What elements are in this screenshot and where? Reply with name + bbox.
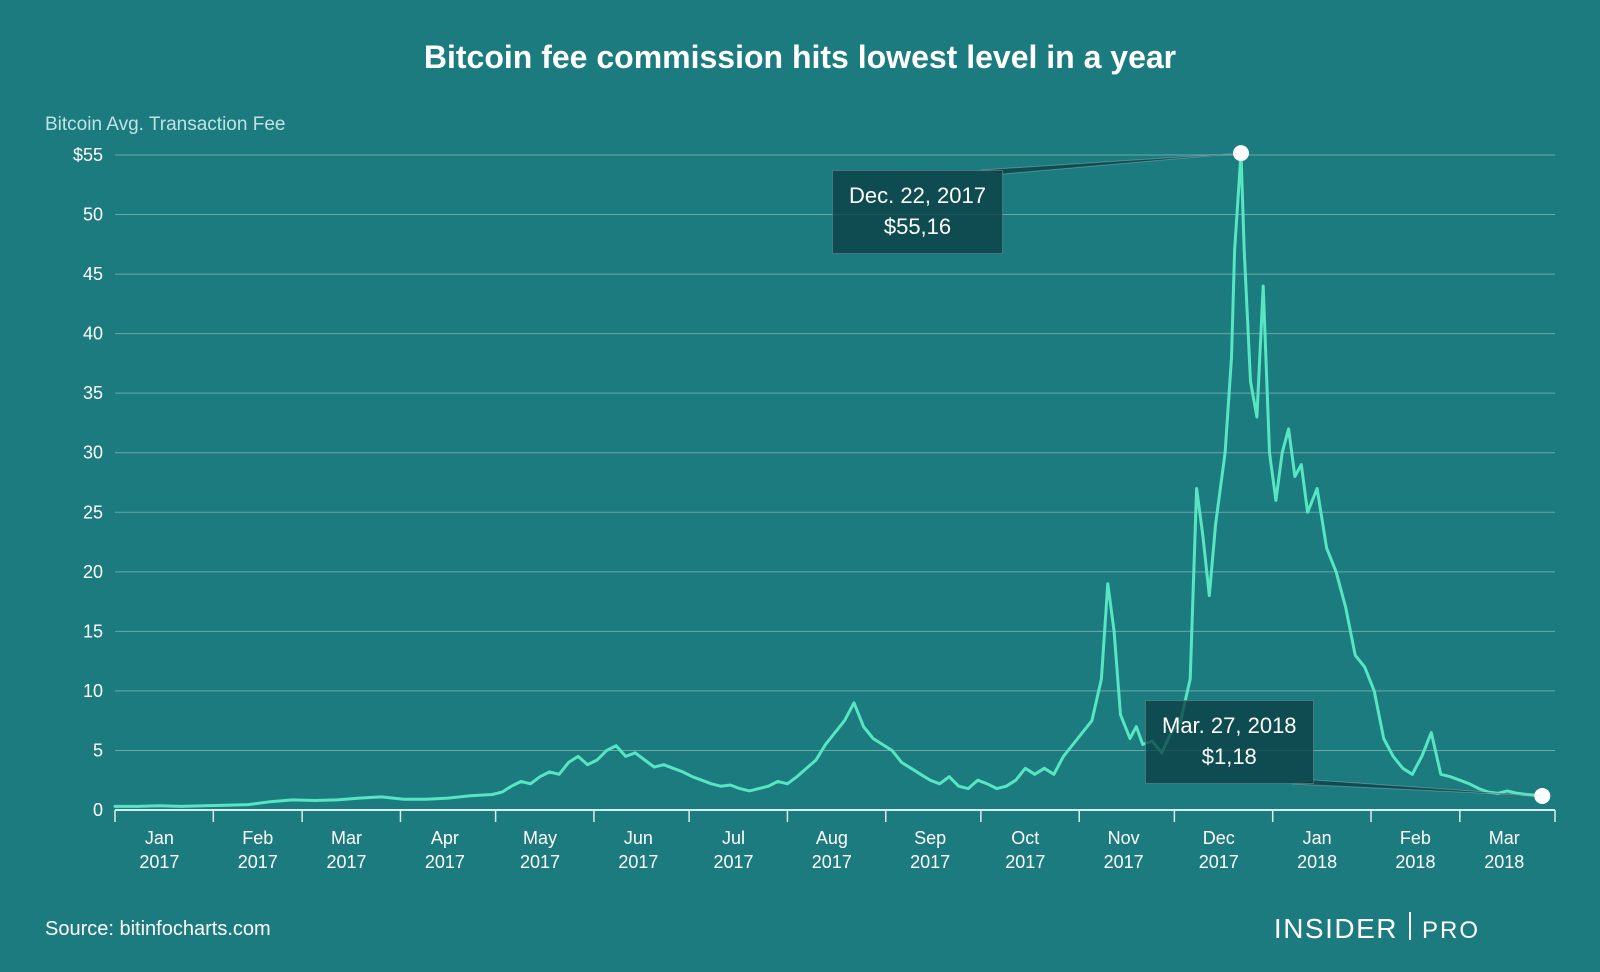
x-tick-year: 2018	[1484, 852, 1524, 872]
callout-end: Mar. 27, 2018 $1,18	[1145, 700, 1314, 784]
svg-text:INSIDER: INSIDER	[1274, 913, 1398, 944]
y-tick-label: 15	[83, 621, 103, 641]
x-tick-month: Feb	[1400, 828, 1431, 848]
y-tick-label: 10	[83, 681, 103, 701]
x-tick-month: Jun	[624, 828, 653, 848]
y-tick-label: $55	[73, 145, 103, 165]
y-axis-title: Bitcoin Avg. Transaction Fee	[45, 114, 285, 135]
x-tick-year: 2017	[139, 852, 179, 872]
callout-peak: Dec. 22, 2017 $55,16	[832, 170, 1003, 254]
x-tick-month: Apr	[431, 828, 459, 848]
x-tick-year: 2018	[1395, 852, 1435, 872]
x-tick-year: 2017	[238, 852, 278, 872]
y-tick-label: 50	[83, 205, 103, 225]
x-tick-year: 2018	[1297, 852, 1337, 872]
brand-logo: INSIDER PRO	[1274, 912, 1480, 944]
x-tick-year: 2017	[425, 852, 465, 872]
chart-title: Bitcoin fee commission hits lowest level…	[424, 39, 1176, 75]
x-tick-year: 2017	[910, 852, 950, 872]
source-text: Source: bitinfocharts.com	[45, 918, 271, 940]
x-tick-year: 2017	[812, 852, 852, 872]
y-tick-label: 30	[83, 443, 103, 463]
x-tick-month: Oct	[1011, 828, 1039, 848]
y-tick-label: 25	[83, 502, 103, 522]
x-tick-month: Mar	[1489, 828, 1520, 848]
x-tick-month: Mar	[331, 828, 362, 848]
x-tick-month: May	[523, 828, 557, 848]
x-tick-month: Jan	[145, 828, 174, 848]
x-tick-month: Feb	[242, 828, 273, 848]
y-tick-label: 20	[83, 562, 103, 582]
x-tick-year: 2017	[520, 852, 560, 872]
callout-peak-value: $55,16	[849, 212, 986, 243]
x-tick-month: Dec	[1203, 828, 1235, 848]
y-tick-label: 5	[93, 740, 103, 760]
x-tick-year: 2017	[1199, 852, 1239, 872]
x-tick-year: 2017	[713, 852, 753, 872]
chart-container: 0 5 10 15 20 25 30 35 40 45 50 $55 Bitcoin Avg. Tran…	[0, 0, 1600, 972]
y-tick-label: 40	[83, 324, 103, 344]
y-tick-label: 35	[83, 383, 103, 403]
callout-peak-date: Dec. 22, 2017	[849, 181, 986, 212]
chart-svg: 0 5 10 15 20 25 30 35 40 45 50 $55 Bitcoin Avg. Tran…	[0, 0, 1600, 972]
x-tick-year: 2017	[1104, 852, 1144, 872]
x-tick-year: 2017	[327, 852, 367, 872]
x-tick-month: Jan	[1303, 828, 1332, 848]
x-tick-month: Nov	[1108, 828, 1140, 848]
y-tick-label: 45	[83, 264, 103, 284]
x-tick-year: 2017	[1005, 852, 1045, 872]
callout-end-date: Mar. 27, 2018	[1162, 711, 1297, 742]
x-tick-month: Sep	[914, 828, 946, 848]
x-tick-month: Jul	[722, 828, 745, 848]
svg-text:PRO: PRO	[1422, 917, 1480, 944]
x-tick-month: Aug	[816, 828, 848, 848]
y-tick-label: 0	[93, 800, 103, 820]
callout-end-value: $1,18	[1162, 742, 1297, 773]
x-tick-year: 2017	[618, 852, 658, 872]
